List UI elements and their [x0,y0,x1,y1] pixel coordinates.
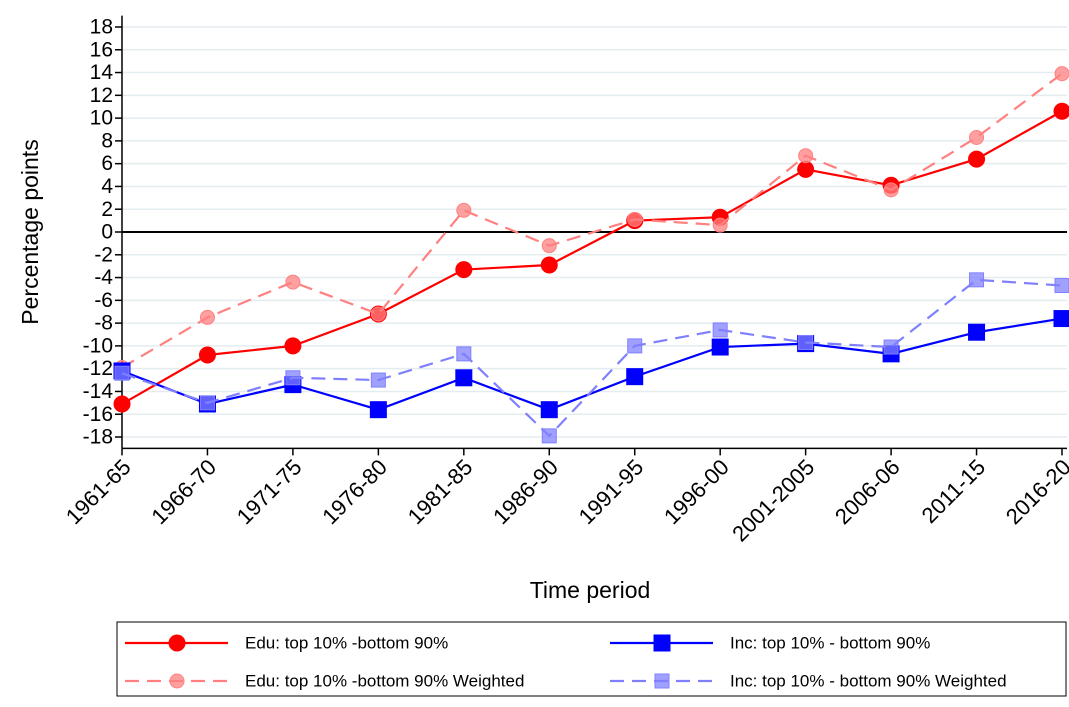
x-tick-label: 1986-90 [488,454,563,529]
y-tick-label: 0 [101,221,113,244]
x-tick-label: 1976-80 [317,454,392,529]
point [285,370,301,386]
point [627,211,643,227]
y-tick-label: 12 [90,84,113,107]
point [541,428,557,444]
point [968,323,986,341]
point [1053,310,1069,328]
point [1053,102,1069,120]
point [540,401,558,419]
legend-swatch-marker [168,634,186,652]
point [198,346,216,364]
point [455,369,473,387]
y-tick-label: 4 [101,175,113,198]
y-tick-label: -12 [83,357,113,380]
x-tick-label: 1971-75 [232,454,307,529]
point [369,401,387,419]
legend-swatch-marker [653,634,671,652]
y-tick-label: -14 [83,380,114,403]
legend-label: Edu: top 10% -bottom 90% Weighted [245,671,524,690]
series-line [121,110,1063,405]
y-tick-label: 8 [101,129,113,152]
point [199,395,215,411]
point [968,150,986,168]
y-tick-label: -18 [83,426,113,449]
point [626,368,644,386]
legend-swatch-marker [654,673,670,689]
point [1054,66,1069,82]
x-axis-title: Time period [530,577,651,603]
point [114,365,130,381]
y-tick-label: 2 [101,198,113,221]
point [798,334,814,350]
point [712,322,728,338]
point [284,337,302,355]
y-axis-title: Percentage points [17,139,43,324]
point [456,346,472,362]
point [370,372,386,388]
point [370,306,386,322]
point [1054,278,1069,294]
x-tick-label: 2011-15 [917,454,991,528]
point [541,238,557,254]
series-line [121,317,1063,411]
y-tick-label: 18 [90,16,113,39]
y-tick-label: -2 [94,243,113,266]
legend-box [116,621,1067,697]
y-tick-label: 16 [90,38,113,61]
y-tick-label: -6 [94,289,113,312]
y-tick-label: 6 [101,152,113,175]
point [199,309,215,325]
point [711,338,729,356]
point [455,261,473,279]
series-line [121,72,1063,369]
x-tick-label: 1991-95 [574,454,649,529]
point [540,256,558,274]
point [285,274,301,290]
x-tick-label: 2016-20 [1001,454,1069,529]
y-tick-label: -16 [83,403,113,426]
point [712,217,728,233]
y-tick-label: -4 [94,266,113,289]
point [969,272,985,288]
x-tick-label: 1966-70 [146,454,221,529]
series-line [121,278,1063,438]
point [456,202,472,218]
point [969,129,985,145]
point [883,339,899,355]
x-tick-label: 2001-2005 [727,454,819,546]
point [113,395,131,413]
x-tick-label: 1981-85 [403,454,478,529]
legend-swatch-marker [169,673,185,689]
legend-label: Inc: top 10% - bottom 90% Weighted [730,671,1007,690]
point [797,160,815,178]
legend-label: Edu: top 10% -bottom 90% [245,633,448,652]
x-tick-label: 1961-65 [61,454,136,529]
y-tick-label: 10 [90,107,113,130]
y-tick-label: -10 [83,334,113,357]
y-tick-label: 14 [90,61,114,84]
point [798,148,814,164]
point [627,338,643,354]
x-tick-label: 2006-06 [830,454,905,529]
point [883,182,899,198]
x-tick-label: 1996-00 [659,454,734,529]
y-tick-label: -8 [94,312,113,335]
legend-label: Inc: top 10% - bottom 90% [730,633,930,652]
